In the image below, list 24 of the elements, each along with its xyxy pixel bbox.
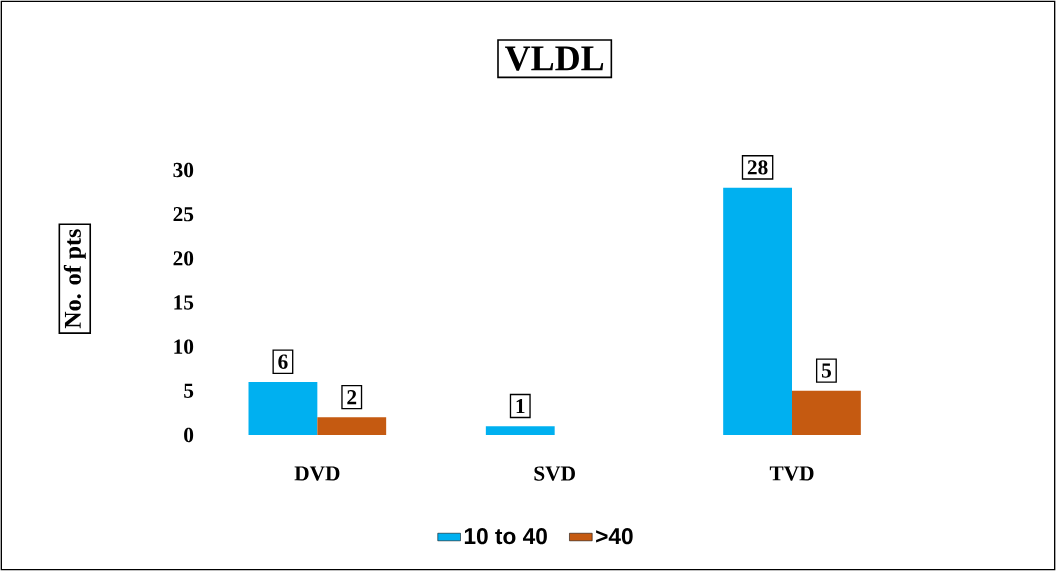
y-tick-label: 0 xyxy=(184,427,194,443)
bar xyxy=(723,187,793,435)
y-tick-label: 10 xyxy=(174,339,194,354)
data-label: 28 xyxy=(747,160,768,175)
bar xyxy=(317,417,387,435)
bar xyxy=(792,390,861,435)
data-label: 5 xyxy=(821,363,831,378)
y-axis-title: No. of pts xyxy=(63,229,86,329)
legend-label: >40 xyxy=(596,528,633,545)
y-tick-label: 30 xyxy=(173,162,194,178)
y-tick-label: 20 xyxy=(173,251,194,266)
legend-label: 10 to 40 xyxy=(464,528,547,545)
y-tick-label: 15 xyxy=(174,295,194,310)
data-label: 2 xyxy=(347,390,357,405)
data-label: 6 xyxy=(278,354,288,369)
bar xyxy=(485,426,555,435)
y-tick-label: 5 xyxy=(184,383,194,398)
data-label: 1 xyxy=(516,398,525,414)
y-tick-label: 25 xyxy=(173,207,194,222)
x-tick-label: DVD xyxy=(294,466,340,481)
chart-title: VLDL xyxy=(505,46,604,71)
x-tick-label: SVD xyxy=(534,466,575,481)
x-tick-label: TVD xyxy=(769,466,814,481)
bar xyxy=(248,382,318,435)
